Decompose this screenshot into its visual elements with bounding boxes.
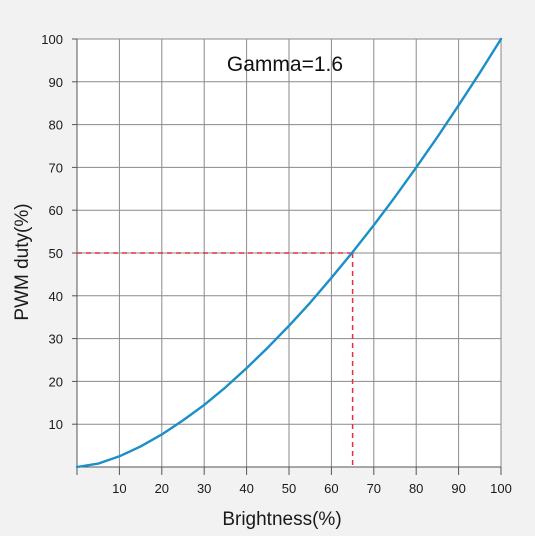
x-tick-label-90: 90 <box>451 481 465 496</box>
y-tick-label-30: 30 <box>49 332 63 347</box>
y-tick-label-40: 40 <box>49 289 63 304</box>
series-layer <box>75 37 503 469</box>
x-tick-label-50: 50 <box>282 481 296 496</box>
x-tick-label-40: 40 <box>239 481 253 496</box>
y-tick-label-20: 20 <box>49 374 63 389</box>
y-tick-label-60: 60 <box>49 203 63 218</box>
series-line-0 <box>75 37 503 469</box>
x-tick-label-20: 20 <box>155 481 169 496</box>
x-tick-label-70: 70 <box>367 481 381 496</box>
y-tick-label-80: 80 <box>49 118 63 133</box>
x-tick-label-60: 60 <box>324 481 338 496</box>
chart-annotation: Gamma=1.6 <box>227 53 343 76</box>
y-axis-label: PWM duty(%) <box>12 203 33 320</box>
x-tick-label-100: 100 <box>490 481 512 496</box>
x-tick-label-30: 30 <box>197 481 211 496</box>
y-tick-label-10: 10 <box>49 417 63 432</box>
y-tick-label-100: 100 <box>41 32 63 47</box>
y-tick-label-70: 70 <box>49 160 63 175</box>
y-tick-label-50: 50 <box>49 246 63 261</box>
y-tick-label-90: 90 <box>49 75 63 90</box>
x-tick-label-10: 10 <box>112 481 126 496</box>
x-axis-label: Brightness(%) <box>222 509 341 530</box>
tick-labels: 10 20 30 40 50 60 70 80 90 100 10 20 30 40 50 60 70 80 90 1… <box>41 32 512 496</box>
reference-lines <box>77 252 354 467</box>
x-tick-label-80: 80 <box>409 481 423 496</box>
